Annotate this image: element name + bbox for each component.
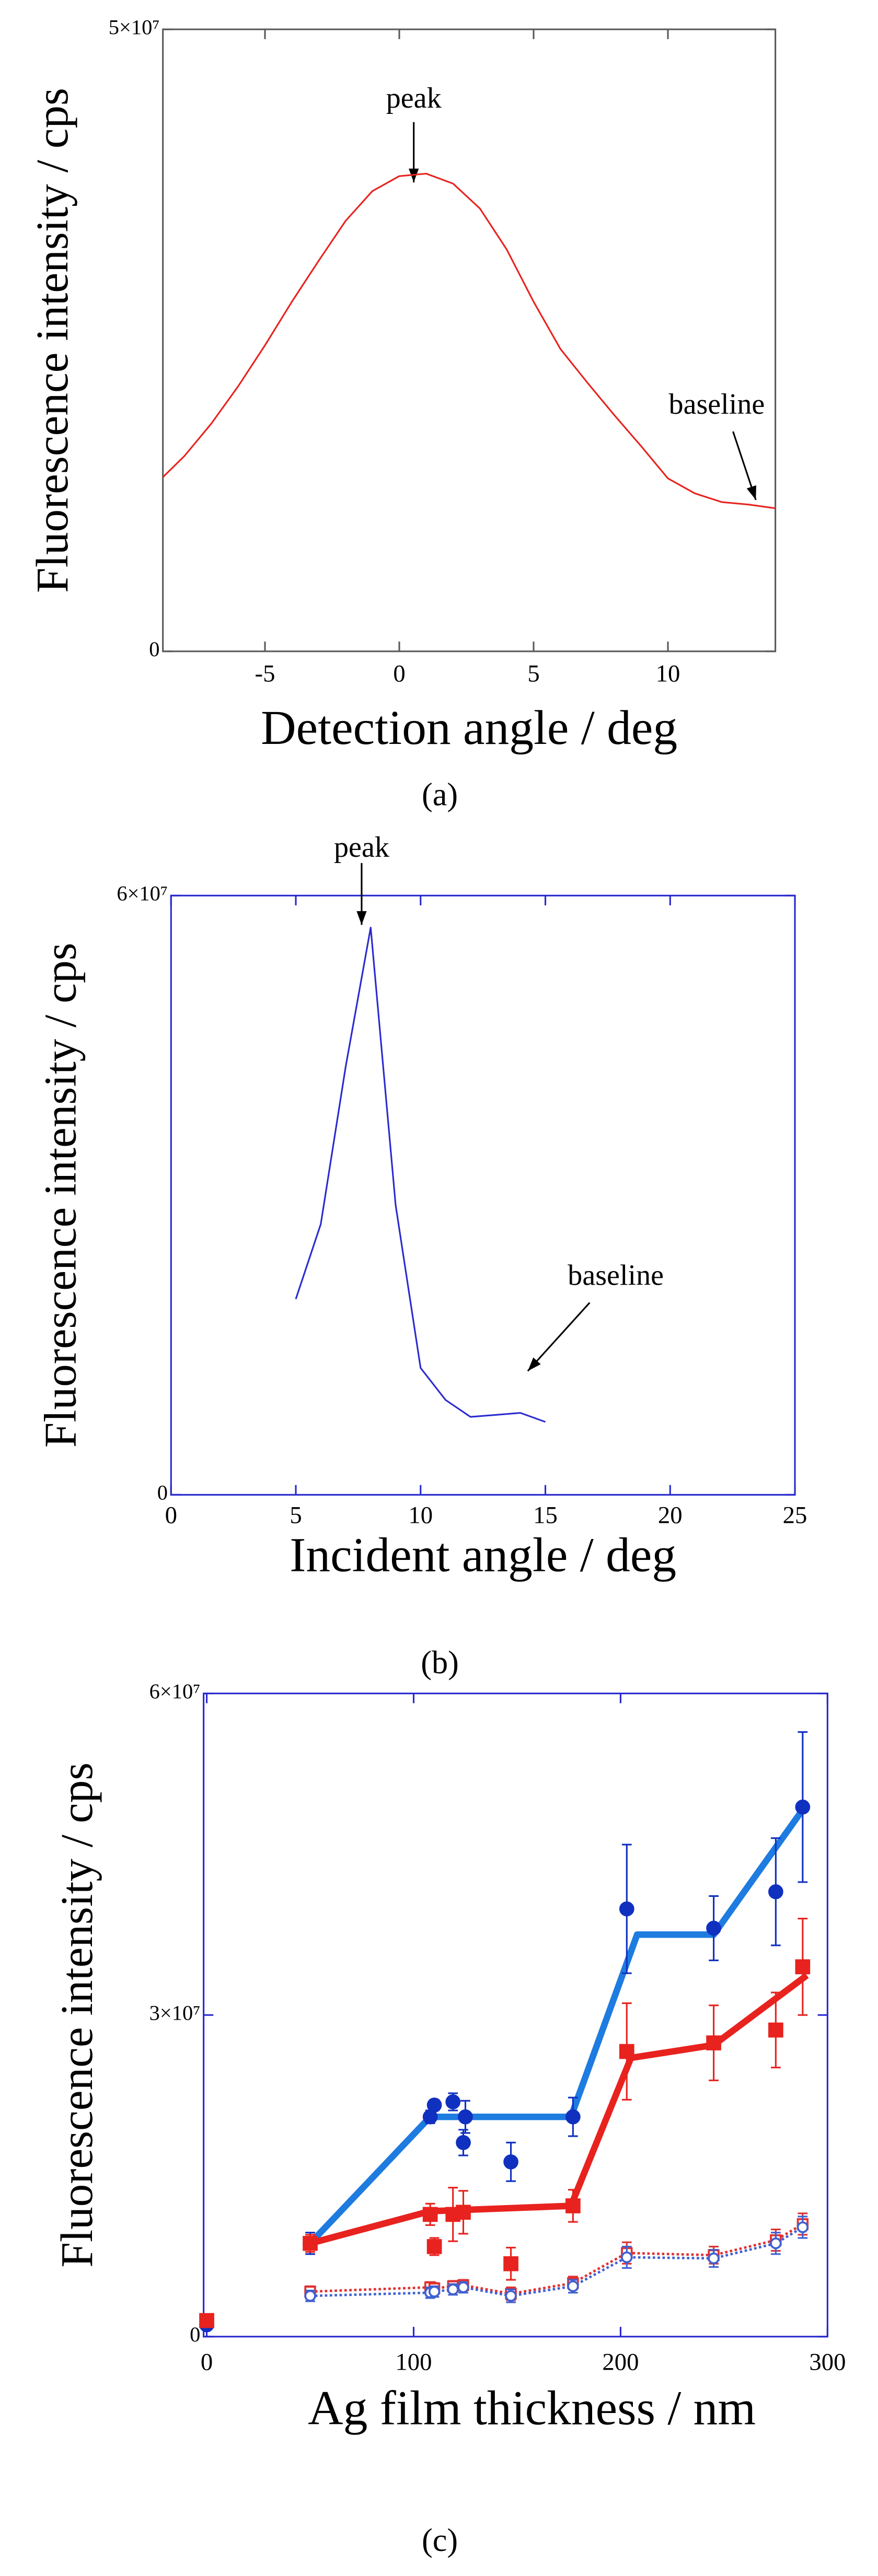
x-tick-label: 15 [533, 1502, 558, 1529]
y-axis-title: Fluorescence intensity / cps [27, 88, 77, 593]
series-line [307, 1802, 810, 2246]
series-line [309, 1973, 809, 2247]
data-point [619, 1901, 634, 1917]
data-point [422, 2207, 438, 2222]
annotation: baseline [568, 1260, 664, 1292]
data-point [565, 2109, 581, 2125]
data-point [199, 2313, 214, 2328]
annotation: peak [334, 831, 390, 864]
plot-frame [203, 1693, 828, 2338]
data-point [567, 2280, 579, 2292]
data-point [304, 2290, 316, 2302]
series-line [162, 172, 776, 509]
data-point [565, 2198, 581, 2213]
data-point [768, 1884, 783, 1899]
data-point [795, 1959, 811, 1975]
data-point [458, 2109, 473, 2125]
data-point [708, 2252, 720, 2265]
x-axis-title: Incident angle / deg [290, 1528, 676, 1582]
x-tick-label: 25 [783, 1502, 807, 1529]
data-point [768, 2022, 783, 2038]
annotation-arrowhead [356, 911, 367, 925]
plot-frame [170, 894, 796, 1496]
data-point [706, 2035, 721, 2050]
y-tick-label: 0 [157, 1481, 168, 1505]
caption: (c) [422, 2522, 458, 2558]
caption: (b) [421, 1645, 459, 1681]
data-point [706, 1920, 721, 1936]
y-tick-label: 5×10⁷ [109, 15, 160, 39]
x-tick-label: 0 [165, 1502, 177, 1529]
data-point [621, 2251, 633, 2264]
y-tick-label: 0 [190, 2323, 200, 2346]
data-point [456, 2135, 471, 2150]
data-point [457, 2281, 469, 2293]
y-tick-label: 6×10⁷ [117, 882, 168, 905]
data-point [426, 2239, 442, 2254]
y-axis-title: Fluorescence intensity / cps [51, 1763, 102, 2268]
annotation-arrowhead [746, 485, 757, 500]
x-tick-label: 0 [201, 2348, 213, 2375]
x-tick-label: 200 [602, 2348, 639, 2375]
data-point [447, 2283, 459, 2295]
data-point [795, 1799, 811, 1815]
x-tick-label: 0 [393, 660, 405, 687]
x-tick-label: 300 [809, 2348, 846, 2375]
data-point [796, 2221, 809, 2233]
x-tick-label: 5 [290, 1502, 302, 1529]
y-axis-title: Fluorescence intensity / cps [35, 942, 86, 1448]
x-tick-label: 10 [656, 660, 680, 687]
x-tick-label: 5 [527, 660, 539, 687]
data-point [428, 2286, 441, 2298]
data-point [303, 2235, 318, 2251]
data-point [456, 2205, 471, 2220]
data-point [426, 2097, 442, 2113]
x-tick-label: 20 [658, 1502, 683, 1529]
y-tick-label: 0 [149, 637, 159, 661]
series-line [310, 2223, 804, 2295]
annotation: peak [386, 82, 442, 114]
x-axis-title: Detection angle / deg [261, 701, 677, 755]
data-point [770, 2237, 782, 2249]
x-axis-title: Ag film thickness / nm [308, 2382, 756, 2435]
series-line [295, 926, 546, 1423]
plot-frame [162, 28, 777, 652]
annotation-arrow [527, 1302, 591, 1372]
y-tick-label: 6×10⁷ [149, 1680, 201, 1703]
annotation: baseline [669, 388, 765, 421]
y-tick-label: 3×10⁷ [149, 2001, 201, 2024]
data-point [619, 2044, 634, 2059]
annotation-arrowhead [527, 1357, 541, 1371]
data-point [503, 2154, 518, 2170]
x-tick-label: 100 [395, 2348, 432, 2375]
x-tick-label: 10 [408, 1502, 433, 1529]
data-point [503, 2256, 518, 2271]
data-point [445, 2094, 461, 2109]
x-tick-label: -5 [255, 660, 275, 687]
series-line [310, 2226, 804, 2298]
caption: (a) [422, 777, 458, 813]
data-point [505, 2290, 517, 2302]
